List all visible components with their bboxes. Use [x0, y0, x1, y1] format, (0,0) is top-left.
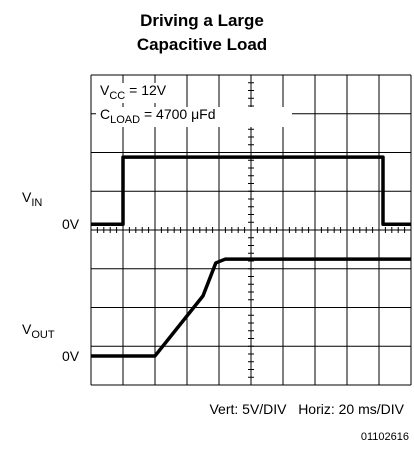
- annotation-sub: CC: [109, 90, 125, 102]
- series-label: VIN: [22, 189, 42, 209]
- series-label-main: V: [22, 189, 32, 205]
- annotation-main: C: [100, 106, 110, 122]
- trace: [91, 257, 411, 358]
- annotation-rest: = 4700 μFd: [140, 106, 215, 122]
- annotation: VCC = 12V: [100, 82, 167, 102]
- zero-label: 0V: [62, 216, 80, 232]
- trace: [91, 155, 411, 226]
- annotation-rest: = 12V: [125, 82, 167, 98]
- series-label-sub: OUT: [31, 329, 55, 341]
- series-label-sub: IN: [31, 197, 42, 209]
- annotation-sub: LOAD: [110, 114, 140, 126]
- chart-title: Driving a Large: [140, 11, 264, 30]
- figure-id: 01102616: [361, 431, 409, 443]
- annotation-bg: [96, 107, 292, 127]
- annotation: CLOAD = 4700 μFd: [100, 106, 216, 126]
- annotation-bg: [96, 83, 186, 103]
- chart-title: Capacitive Load: [137, 35, 267, 54]
- series-label-main: V: [22, 321, 32, 337]
- annotation-main: V: [100, 82, 110, 98]
- zero-label: 0V: [62, 348, 80, 364]
- footer: Vert: 5V/DIV Horiz: 20 ms/DIV: [209, 401, 404, 417]
- series-label: VOUT: [22, 321, 55, 341]
